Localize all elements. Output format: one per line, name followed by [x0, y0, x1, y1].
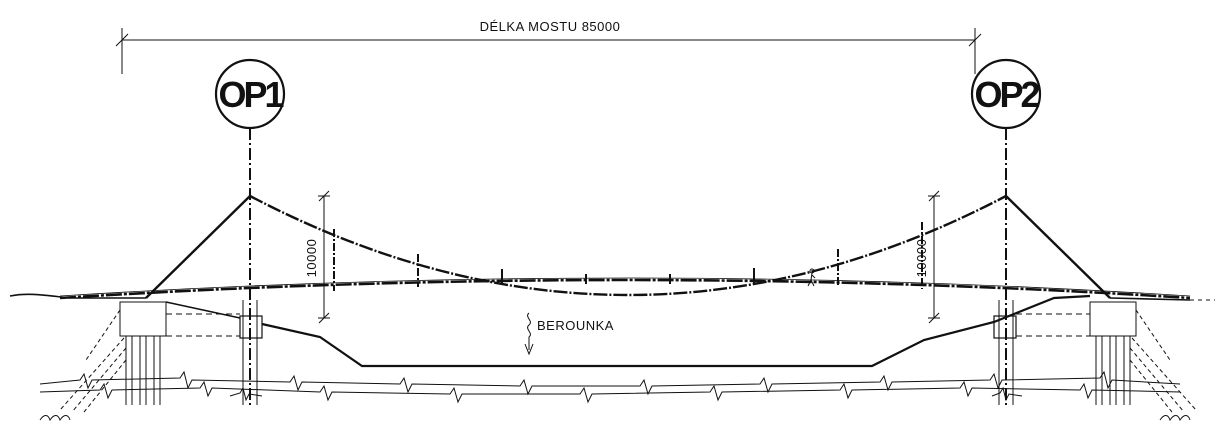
sag-dimension-right-label: 10000: [914, 239, 929, 278]
pedestrian-icon: [807, 268, 816, 287]
pier-marker-op2: OP2: [970, 58, 1042, 130]
pile-tips: [39, 415, 1191, 422]
suspension-cable: [145, 194, 1111, 299]
river-bed: [165, 294, 1091, 368]
geological-strata: [39, 370, 1181, 404]
pier-label-op2: OP2: [974, 74, 1039, 115]
river-label-group: BEROUNKA: [524, 312, 614, 356]
pier-label-op1: OP1: [218, 74, 284, 115]
sag-dimension-left-label: 10000: [304, 239, 319, 278]
river-label: BEROUNKA: [537, 318, 614, 333]
bridge-length-dimension: DÉLKA MOSTU 85000: [115, 19, 982, 74]
pylon-op2: [998, 128, 1014, 405]
terrain-line: [9, 293, 1215, 301]
sag-dimension-right: 10000: [914, 190, 940, 324]
sag-dimension-left: 10000: [304, 190, 330, 324]
abutment-right: [993, 301, 1197, 413]
bridge-deck: [59, 277, 1191, 300]
abutment-left: [59, 301, 263, 413]
bridge-length-label: DÉLKA MOSTU 85000: [480, 19, 621, 34]
pier-marker-op1: OP1: [214, 58, 287, 130]
pylon-op1: [242, 128, 258, 405]
